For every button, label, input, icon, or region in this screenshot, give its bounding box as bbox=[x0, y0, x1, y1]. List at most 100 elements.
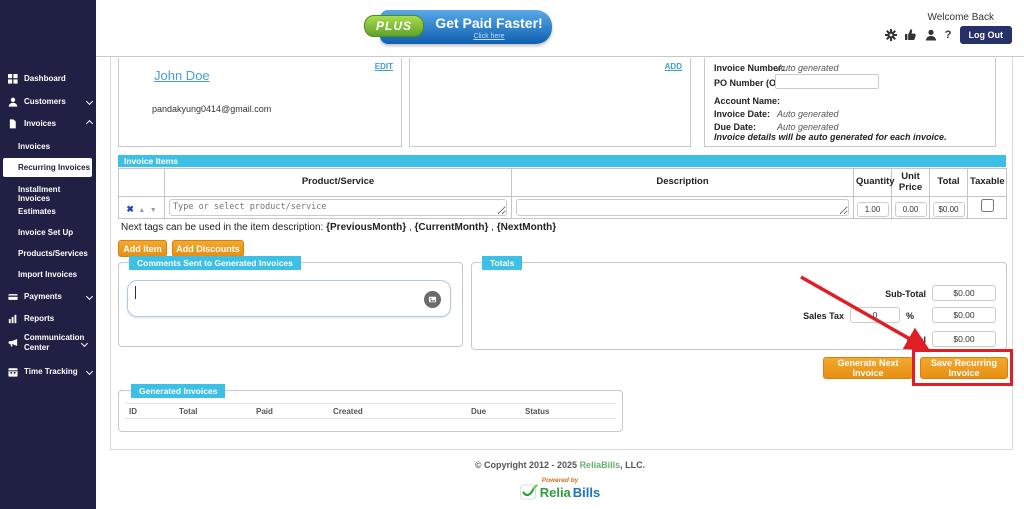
add-item-button[interactable]: Add Item bbox=[118, 240, 167, 257]
generated-invoices-legend: Generated Invoices bbox=[131, 384, 226, 398]
item-tags-note: Next tags can be used in the item descri… bbox=[118, 222, 1006, 233]
sidebar-item-invoices[interactable]: Invoices bbox=[8, 118, 94, 129]
row-actions-cell: ✖ ▲ ▼ bbox=[118, 196, 165, 219]
invoice-items-table: Product/Service Description Quantity Uni… bbox=[118, 168, 1007, 219]
user-icon[interactable] bbox=[925, 29, 937, 41]
reports-icon bbox=[8, 313, 19, 324]
invoice-number-label: Invoice Number: bbox=[714, 63, 785, 73]
help-icon[interactable]: ? bbox=[944, 29, 952, 41]
sidebar-item-customers[interactable]: Customers bbox=[8, 96, 94, 107]
totals-section: Totals Sub-Total Sales Tax % Total bbox=[471, 256, 1007, 350]
logout-button[interactable]: Log Out bbox=[959, 26, 1012, 44]
column-description: Description bbox=[511, 168, 854, 197]
save-recurring-invoice-button[interactable]: Save Recurring Invoice bbox=[920, 357, 1008, 379]
sidebar-subitem-invoices[interactable]: Invoices bbox=[18, 142, 51, 151]
plus-badge: PLUS bbox=[364, 15, 424, 37]
comments-section: Comments Sent to Generated Invoices bbox=[118, 256, 463, 347]
sidebar-subitem-recurring-invoices[interactable]: Recurring Invoices bbox=[3, 158, 92, 177]
gear-icon[interactable] bbox=[884, 29, 897, 41]
tax-amount-input[interactable] bbox=[932, 307, 996, 323]
note-prefix: Next tags can be used in the item descri… bbox=[121, 222, 327, 233]
account-name-label: Account Name: bbox=[714, 96, 781, 106]
chevron-down-icon bbox=[80, 339, 89, 347]
sidebar-item-label: Time Tracking bbox=[24, 366, 78, 376]
sidebar-subitem-invoice-set-up[interactable]: Invoice Set Up bbox=[18, 228, 74, 237]
sidebar-item-reports[interactable]: Reports bbox=[8, 313, 92, 324]
welcome-text: Welcome Back bbox=[927, 12, 994, 23]
chevron-up-icon bbox=[85, 119, 94, 128]
subtotal-label: Sub-Total bbox=[885, 289, 926, 299]
tag-current-month: {CurrentMonth} bbox=[414, 222, 489, 233]
invoice-item-row: ✖ ▲ ▼ bbox=[118, 196, 1007, 219]
header-actions: ? Log Out bbox=[884, 26, 1012, 44]
generated-invoices-header-row: ID Total Paid Created Due Status bbox=[125, 403, 616, 419]
column-product-service: Product/Service bbox=[164, 168, 512, 197]
invoice-number-value: Auto generated bbox=[777, 63, 839, 73]
communication-icon bbox=[8, 338, 19, 349]
invoice-details-card: Invoice Number: Auto generated PO Number… bbox=[704, 58, 996, 147]
sidebar-item-label: Reports bbox=[24, 313, 55, 323]
comments-legend: Comments Sent to Generated Invoices bbox=[129, 256, 301, 270]
sidebar-subitem-import-invoices[interactable]: Import Invoices bbox=[18, 270, 78, 279]
description-cell bbox=[511, 196, 854, 219]
sidebar-item-communication-center[interactable]: Communication Center bbox=[8, 333, 92, 353]
column-quantity: Quantity bbox=[853, 168, 895, 197]
payments-icon bbox=[8, 291, 19, 302]
copyright-prefix: © Copyright 2012 - 2025 bbox=[474, 460, 580, 470]
subtotal-input[interactable] bbox=[932, 285, 996, 301]
banner-click-here-link[interactable]: Click here bbox=[473, 33, 505, 40]
percent-sign: % bbox=[905, 311, 914, 321]
totals-legend: Totals bbox=[482, 256, 523, 270]
generate-next-invoice-button[interactable]: Generate Next Invoice bbox=[823, 357, 913, 379]
reliabills-logo[interactable]: Relia Bills bbox=[96, 484, 1024, 500]
photo-icon[interactable] bbox=[424, 291, 441, 308]
text-caret bbox=[135, 286, 136, 299]
move-down-icon[interactable]: ▼ bbox=[149, 206, 157, 214]
unit-price-input[interactable] bbox=[894, 201, 927, 217]
column-status: Status bbox=[525, 407, 550, 416]
total-amount-input[interactable] bbox=[932, 331, 996, 347]
sidebar-item-label: Communication Center bbox=[24, 333, 85, 352]
sidebar-item-time-tracking[interactable]: Time Tracking bbox=[8, 366, 94, 377]
add-discounts-button[interactable]: Add Discounts bbox=[172, 240, 244, 257]
invoice-items-title: Invoice Items bbox=[118, 155, 1006, 167]
unit-price-cell bbox=[891, 196, 930, 219]
edit-customer-link[interactable]: EDIT bbox=[374, 62, 393, 71]
customer-name-link[interactable]: John Doe bbox=[154, 68, 210, 83]
quantity-input[interactable] bbox=[856, 201, 889, 217]
column-taxable: Taxable bbox=[967, 168, 1007, 197]
tax-rate-input[interactable] bbox=[850, 307, 900, 323]
sidebar-subitem-products-services[interactable]: Products/Services bbox=[18, 249, 88, 258]
brand-link[interactable]: ReliaBills bbox=[579, 460, 621, 470]
dashboard-icon bbox=[8, 73, 19, 84]
quantity-cell bbox=[853, 196, 892, 219]
tag-next-month: {NextMonth} bbox=[496, 222, 557, 233]
chevron-down-icon bbox=[85, 292, 94, 301]
copyright-suffix: , LLC. bbox=[620, 460, 646, 470]
taxable-checkbox[interactable] bbox=[980, 198, 994, 212]
product-service-input[interactable] bbox=[169, 199, 507, 216]
invoice-items-section: Invoice Items Product/Service Descriptio… bbox=[118, 155, 1007, 236]
product-cell bbox=[164, 196, 512, 219]
sidebar-item-payments[interactable]: Payments bbox=[8, 291, 94, 302]
description-input[interactable] bbox=[516, 199, 849, 216]
get-paid-faster-banner[interactable]: PLUS Get Paid Faster! Click here bbox=[364, 8, 554, 49]
sidebar-subitem-installment-invoices[interactable]: Installment Invoices bbox=[18, 185, 61, 203]
tag-separator: , bbox=[406, 222, 415, 233]
chevron-down-icon bbox=[85, 97, 94, 106]
main-panel: EDIT John Doe pandakyung0414@gmail.com A… bbox=[110, 57, 1013, 450]
comments-textarea[interactable] bbox=[127, 280, 451, 317]
move-up-icon[interactable]: ▲ bbox=[138, 206, 146, 214]
total-input[interactable] bbox=[932, 201, 965, 217]
add-link[interactable]: ADD bbox=[664, 62, 682, 71]
sidebar-subitem-estimates[interactable]: Estimates bbox=[18, 207, 56, 216]
thumbs-up-icon[interactable] bbox=[904, 29, 917, 41]
column-actions bbox=[118, 168, 165, 197]
po-number-input[interactable] bbox=[775, 74, 879, 89]
delete-row-icon[interactable]: ✖ bbox=[126, 203, 134, 214]
sidebar-item-dashboard[interactable]: Dashboard bbox=[8, 73, 92, 84]
column-total: Total bbox=[929, 168, 968, 197]
sidebar-item-label: Invoices bbox=[24, 118, 57, 128]
time-tracking-icon bbox=[8, 366, 19, 377]
